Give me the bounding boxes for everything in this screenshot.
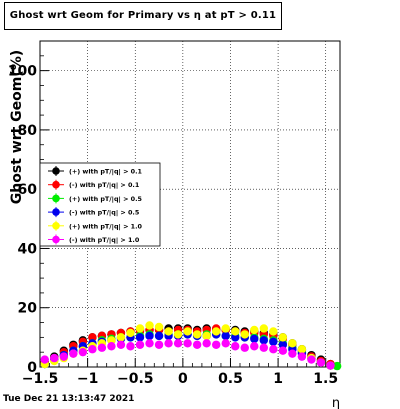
y-tick-label: 40 [18,241,38,257]
data-point [173,339,183,348]
data-point [297,352,307,361]
data-point [126,328,135,338]
legend-label: (+) with pT/|q| > 0.1 [69,168,142,177]
x-axis-label: η [332,396,340,409]
data-point [326,361,335,370]
data-point [269,327,278,336]
data-point [116,333,126,342]
x-tick-label: −0.5 [117,371,154,387]
data-point [183,339,192,348]
data-point [240,343,249,352]
data-point [88,345,97,354]
data-point [154,331,164,341]
data-point [116,340,126,349]
legend-marker [52,194,60,203]
y-tick-label: 20 [18,301,38,317]
data-point [221,331,230,341]
data-point [126,342,135,351]
data-point [269,345,278,354]
y-tick-label: 60 [18,182,38,198]
x-tick-label: 1.5 [313,371,338,387]
data-point [107,336,116,345]
data-point [231,333,240,342]
legend-label: (+) with pT/|q| > 1.0 [69,222,143,231]
data-point [259,336,269,345]
data-point [259,343,269,352]
legend-box [39,162,161,247]
y-axis-label: Ghost wrt Geom(%) [9,50,25,204]
data-point [145,331,154,341]
x-tick-label: 0.5 [218,371,243,387]
data-point [164,327,173,336]
data-point [288,339,297,348]
data-point [145,321,154,330]
data-point [297,345,307,354]
data-point [59,352,69,361]
legend-marker [52,180,60,189]
data-point [154,340,164,349]
data-point [183,327,192,336]
data-point [107,342,116,351]
x-tick-label: 0 [178,371,188,387]
x-tick-label: −1 [77,371,98,387]
data-point [40,355,49,364]
data-point [211,327,221,336]
legend-label: (-) with pT/|q| > 0.5 [69,209,139,218]
data-point [192,330,202,339]
chart-title-box: Ghost wrt Geom for Primary vs η at pT > … [4,2,282,30]
y-tick-label: 100 [8,64,37,80]
data-point [202,331,211,341]
data-point [307,355,316,364]
x-tick-label: −1.5 [22,371,59,387]
data-point [202,339,211,348]
legend-marker [52,208,60,216]
data-point [231,342,240,351]
data-point [145,339,154,348]
legend-label: (-) with pT/|q| > 0.1 [69,181,139,190]
series-5 [40,339,335,370]
data-point [50,353,59,363]
data-point [78,347,88,357]
y-tick-label: 80 [18,123,38,139]
data-point [278,340,288,349]
data-point [97,343,107,352]
data-point [250,342,259,351]
data-point [211,340,221,349]
timestamp: Tue Dec 21 13:13:47 2021 [3,394,135,404]
data-point [69,349,78,358]
data-point [221,339,230,348]
legend-marker [52,167,60,175]
data-point [269,337,278,347]
data-point [250,325,259,335]
data-point [250,334,259,344]
data-point [278,346,288,355]
data-point [316,358,326,367]
data-point [135,333,145,342]
legend-marker [52,235,60,244]
data-point [288,349,297,358]
legend-label: (-) with pT/|q| > 1.0 [69,236,140,245]
data-point [154,322,164,332]
data-point [135,324,145,333]
data-point [192,340,202,349]
chart-title: Ghost wrt Geom for Primary vs η at pT > … [9,10,277,21]
data-point [240,330,249,339]
data-point [164,339,173,348]
data-point [173,330,183,339]
data-point [231,327,240,336]
y-tick-label: 0 [27,360,37,376]
data-point [135,340,145,349]
legend-label: (+) with pT/|q| > 0.5 [69,195,142,204]
data-point [88,333,97,342]
data-point [221,324,230,333]
data-point [278,333,288,342]
x-tick-label: 1 [273,371,283,387]
data-point [332,361,342,371]
legend-marker [52,222,60,230]
data-point [259,324,269,333]
